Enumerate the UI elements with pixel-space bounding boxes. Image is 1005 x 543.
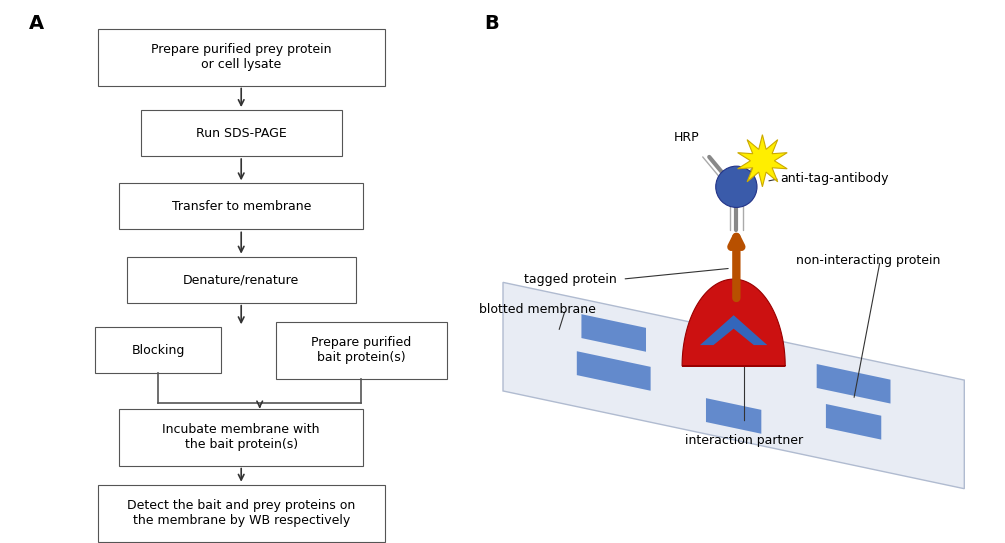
- Polygon shape: [582, 314, 646, 352]
- Text: Incubate membrane with
the bait protein(s): Incubate membrane with the bait protein(…: [163, 423, 320, 451]
- Text: HRP: HRP: [673, 131, 699, 144]
- Polygon shape: [817, 364, 890, 403]
- Polygon shape: [700, 315, 767, 345]
- FancyBboxPatch shape: [94, 327, 221, 374]
- FancyBboxPatch shape: [120, 408, 363, 465]
- Polygon shape: [577, 351, 650, 391]
- Text: Detect the bait and prey proteins on
the membrane by WB respectively: Detect the bait and prey proteins on the…: [127, 499, 356, 527]
- Text: anti-tag-antibody: anti-tag-antibody: [780, 172, 888, 185]
- Text: blotted membrane: blotted membrane: [478, 303, 595, 316]
- Text: Prepare purified prey protein
or cell lysate: Prepare purified prey protein or cell ly…: [151, 43, 332, 71]
- Text: A: A: [28, 14, 43, 33]
- FancyBboxPatch shape: [275, 321, 447, 379]
- FancyBboxPatch shape: [141, 110, 342, 156]
- Polygon shape: [738, 135, 787, 187]
- Text: Blocking: Blocking: [132, 344, 185, 357]
- FancyBboxPatch shape: [97, 484, 385, 542]
- Text: B: B: [484, 14, 498, 33]
- Circle shape: [716, 166, 757, 207]
- Text: Transfer to membrane: Transfer to membrane: [172, 200, 311, 213]
- FancyBboxPatch shape: [120, 183, 363, 229]
- Text: Denature/renature: Denature/renature: [183, 273, 299, 286]
- Polygon shape: [826, 404, 881, 440]
- Polygon shape: [706, 398, 762, 434]
- Text: tagged protein: tagged protein: [525, 273, 617, 286]
- Text: non-interacting protein: non-interacting protein: [796, 254, 940, 267]
- Polygon shape: [682, 279, 785, 366]
- FancyBboxPatch shape: [127, 256, 356, 303]
- Text: Run SDS-PAGE: Run SDS-PAGE: [196, 127, 286, 140]
- FancyBboxPatch shape: [97, 29, 385, 85]
- Text: interaction partner: interaction partner: [685, 434, 804, 447]
- Polygon shape: [504, 282, 965, 489]
- Text: Prepare purified
bait protein(s): Prepare purified bait protein(s): [312, 336, 411, 364]
